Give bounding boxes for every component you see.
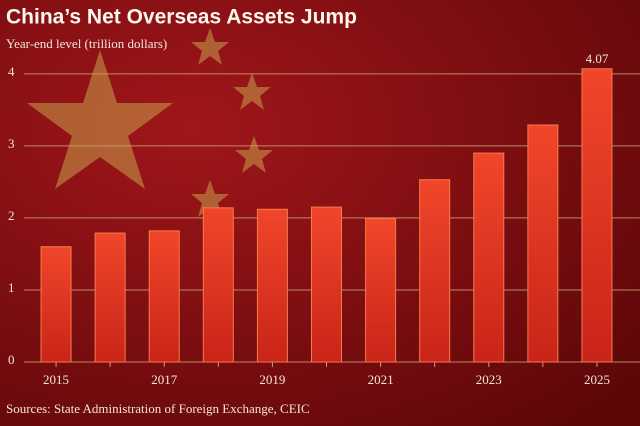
bar [94, 232, 126, 363]
bar [365, 218, 397, 363]
chart-subtitle: Year-end level (trillion dollars) [6, 36, 167, 51]
x-tick-label: 2019 [259, 372, 285, 387]
chart-title: China’s Net Overseas Assets Jump [6, 6, 357, 29]
x-tick-label: 2015 [43, 372, 69, 387]
bar [256, 208, 288, 363]
y-tick-label: 4 [8, 64, 15, 79]
x-tick-label: 2017 [151, 372, 178, 387]
y-tick-label: 3 [8, 136, 15, 151]
x-tick-label: 2021 [368, 372, 394, 387]
y-tick-label: 1 [8, 280, 15, 295]
x-tick-label: 2023 [476, 372, 502, 387]
x-tick-label: 2025 [584, 372, 610, 387]
flag-stars [27, 28, 273, 217]
value-label: 4.07 [586, 51, 609, 66]
source-note: Sources: State Administration of Foreign… [6, 401, 310, 416]
y-tick-label: 0 [8, 352, 15, 367]
bar [148, 230, 180, 363]
y-tick-label: 2 [8, 208, 15, 223]
bar [581, 68, 613, 363]
bar [527, 124, 559, 363]
bar [202, 207, 234, 363]
bar [419, 179, 451, 363]
bar [40, 246, 72, 363]
bar [311, 206, 342, 363]
bar [473, 152, 505, 363]
